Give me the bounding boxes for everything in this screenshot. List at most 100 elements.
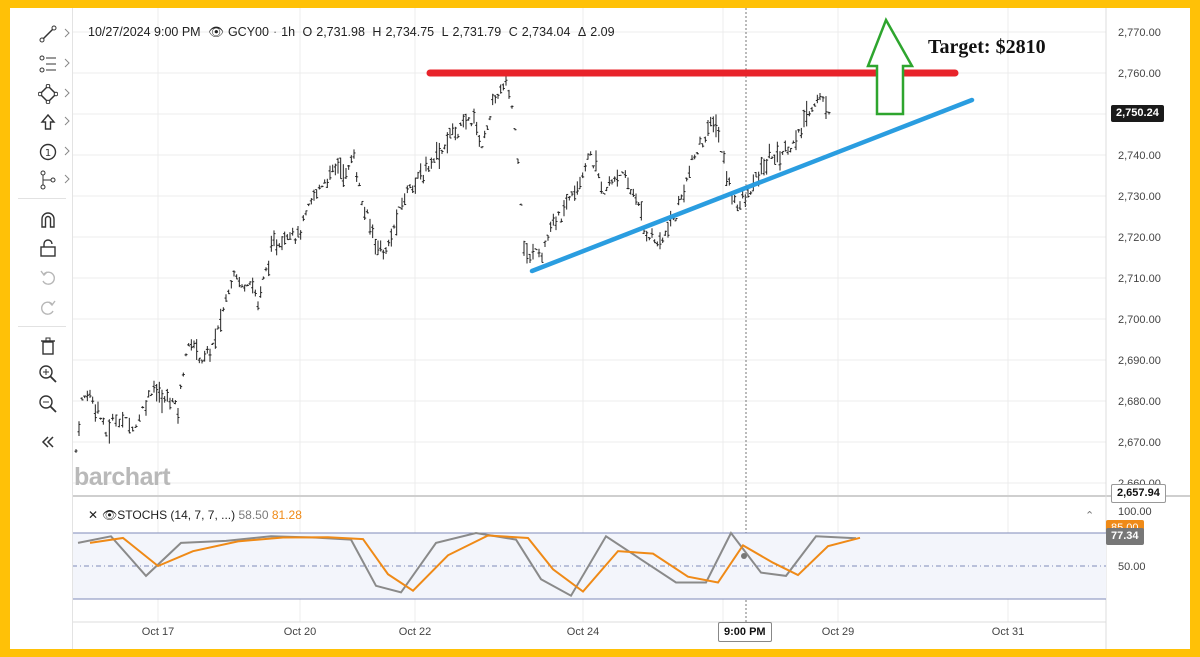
price-bar bbox=[639, 201, 643, 221]
price-bar bbox=[516, 158, 520, 164]
price-bar bbox=[727, 177, 731, 186]
price-bar bbox=[597, 173, 601, 179]
redo-icon[interactable] bbox=[10, 294, 72, 322]
arrow-up-icon[interactable] bbox=[10, 108, 72, 136]
price-bar bbox=[815, 94, 819, 104]
price-bar bbox=[195, 339, 199, 360]
price-bar bbox=[573, 185, 577, 201]
price-bar bbox=[197, 357, 201, 364]
price-axis[interactable]: 2,770.002,760.002,750.002,740.002,730.00… bbox=[1118, 27, 1161, 490]
support-trend-line[interactable] bbox=[529, 97, 975, 274]
trash-icon[interactable] bbox=[10, 332, 72, 360]
price-tick-label: 2,740.00 bbox=[1118, 150, 1161, 162]
price-bar bbox=[725, 171, 729, 187]
price-bar bbox=[510, 105, 514, 109]
header-interval[interactable]: 1h bbox=[281, 25, 296, 39]
crosshair-time-label: 9:00 PM bbox=[718, 622, 772, 642]
price-bar bbox=[144, 400, 148, 416]
undo-icon[interactable] bbox=[10, 264, 72, 292]
trend-line-icon[interactable] bbox=[10, 20, 72, 48]
price-bar bbox=[365, 209, 369, 214]
price-bar bbox=[317, 184, 321, 190]
svg-text:1: 1 bbox=[45, 148, 51, 159]
price-bar bbox=[101, 417, 105, 425]
price-bar bbox=[557, 211, 561, 216]
price-bar bbox=[408, 183, 412, 189]
price-bar bbox=[735, 204, 739, 212]
zoom-in-icon[interactable] bbox=[10, 360, 72, 388]
price-bar bbox=[243, 284, 247, 292]
price-bar bbox=[165, 388, 169, 402]
stoch-k-tag: 77.34 bbox=[1106, 528, 1144, 545]
price-bar bbox=[682, 184, 686, 203]
price-bar bbox=[137, 414, 141, 422]
price-bar bbox=[519, 203, 523, 206]
price-bar bbox=[240, 284, 244, 288]
price-bar bbox=[629, 189, 633, 195]
price-bar bbox=[567, 196, 571, 201]
price-bar bbox=[701, 143, 705, 148]
price-bar bbox=[445, 132, 449, 154]
price-bar bbox=[443, 144, 447, 150]
price-bar bbox=[791, 140, 795, 144]
price-tick-label: 2,690.00 bbox=[1118, 355, 1161, 367]
price-bar bbox=[341, 164, 345, 187]
header-symbol[interactable]: GCY00 bbox=[227, 25, 269, 39]
price-bar bbox=[85, 390, 89, 402]
price-bar bbox=[733, 194, 737, 204]
price-bar bbox=[347, 164, 351, 170]
price-bar bbox=[698, 136, 702, 145]
price-bar bbox=[765, 158, 769, 175]
price-bar bbox=[416, 171, 420, 179]
price-bar bbox=[594, 150, 598, 172]
collapse-icon[interactable] bbox=[10, 428, 72, 456]
zoom-out-icon[interactable] bbox=[10, 390, 72, 418]
price-bar bbox=[562, 200, 566, 217]
price-bar bbox=[381, 249, 385, 260]
price-bar bbox=[157, 381, 161, 403]
stoch-name[interactable]: STOCHS (14, 7, 7, ...) bbox=[117, 508, 236, 522]
unlock-icon[interactable] bbox=[10, 234, 72, 262]
price-bar bbox=[93, 404, 97, 422]
price-bar bbox=[661, 237, 665, 244]
price-bar bbox=[256, 301, 260, 311]
price-bar bbox=[155, 383, 159, 402]
price-bar bbox=[626, 177, 630, 190]
chart-canvas[interactable]: 2,770.002,760.002,750.002,740.002,730.00… bbox=[10, 8, 1190, 649]
chevron-up-icon[interactable]: ⌃ bbox=[1085, 510, 1095, 522]
price-bar bbox=[403, 193, 407, 206]
price-bar bbox=[813, 103, 817, 107]
toolbar-divider bbox=[18, 198, 66, 199]
price-bar bbox=[296, 225, 300, 238]
price-bar bbox=[235, 274, 239, 280]
projection-icon[interactable] bbox=[10, 166, 72, 194]
price-bar bbox=[448, 127, 452, 139]
price-bar bbox=[488, 116, 492, 121]
price-bar bbox=[352, 149, 356, 159]
fibonacci-icon[interactable] bbox=[10, 50, 72, 78]
time-axis[interactable]: Oct 17 Oct 20 Oct 22 Oct 24 Oct 29 Oct 31 bbox=[142, 626, 1024, 638]
eye-icon[interactable]: 👁 bbox=[102, 508, 118, 522]
shape-icon[interactable] bbox=[10, 80, 72, 108]
magnet-icon[interactable] bbox=[10, 206, 72, 234]
eye-icon[interactable]: 👁 bbox=[208, 25, 224, 39]
price-bar bbox=[666, 221, 670, 238]
price-bar bbox=[810, 106, 814, 113]
price-bar bbox=[419, 163, 423, 180]
price-bar bbox=[376, 240, 380, 256]
price-bar bbox=[264, 267, 268, 272]
price-bar bbox=[570, 191, 574, 197]
price-bar bbox=[379, 240, 383, 252]
target-arrow-icon[interactable] bbox=[866, 17, 915, 116]
price-bar bbox=[275, 239, 279, 256]
close-icon[interactable]: ✕ bbox=[88, 508, 99, 522]
stochastic-pane bbox=[72, 531, 1106, 600]
price-bar bbox=[607, 176, 611, 186]
price-bar bbox=[384, 247, 388, 254]
price-bar bbox=[722, 150, 726, 164]
target-annotation[interactable]: Target: $2810 bbox=[928, 36, 1046, 58]
numbered-marker-icon[interactable]: 1 bbox=[10, 138, 72, 166]
price-bar bbox=[824, 96, 828, 120]
price-bar bbox=[99, 417, 103, 420]
price-bar bbox=[440, 149, 444, 154]
